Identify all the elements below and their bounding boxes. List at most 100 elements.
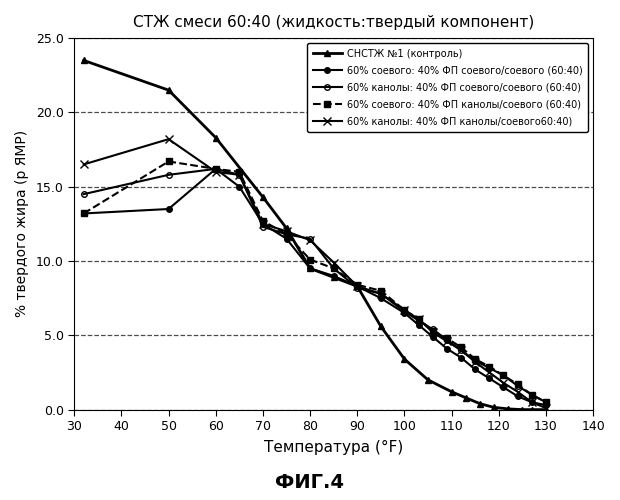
60% соевого: 40% ФП соевого/соевого (60:40): (106, 4.9): 40% ФП соевого/соевого (60:40): (106, 4.… [429,334,436,340]
60% канолы: 40% ФП канолы/соевого60:40): (127, 0.5): 40% ФП канолы/соевого60:40): (127, 0.5) [528,399,536,405]
60% соевого: 40% ФП соевого/соевого (60:40): (75, 11.5): 40% ФП соевого/соевого (60:40): (75, 11.… [283,236,290,242]
60% соевого: 40% ФП канолы/соевого (60:40): (65, 16): 40% ФП канолы/соевого (60:40): (65, 16) [236,169,243,175]
СНСТЖ №1 (контроль) [528,406,536,412]
60% соевого: 40% ФП канолы/соевого (60:40): (50, 16.7): 40% ФП канолы/соевого (60:40): (50, 16.7… [165,158,172,164]
60% соевого: 40% ФП канолы/соевого (60:40): (100, 6.7): 40% ФП канолы/соевого (60:40): (100, 6.7… [401,307,408,313]
Text: ФИГ.4: ФИГ.4 [275,474,345,492]
60% канолы: 40% ФП соевого/соевого (60:40): (127, 1): 40% ФП соевого/соевого (60:40): (127, 1) [528,392,536,398]
Title: СТЖ смеси 60:40 (жидкость:твердый компонент): СТЖ смеси 60:40 (жидкость:твердый компон… [133,15,534,30]
60% соевого: 40% ФП соевого/соевого (60:40): (130, 0.3): 40% ФП соевого/соевого (60:40): (130, 0.… [542,402,550,408]
60% канолы: 40% ФП канолы/соевого60:40): (115, 3.2): 40% ФП канолы/соевого60:40): (115, 3.2) [471,359,479,365]
Y-axis label: % твердого жира (р ЯМР): % твердого жира (р ЯМР) [15,130,29,318]
60% соевого: 40% ФП канолы/соевого (60:40): (103, 6.1): 40% ФП канолы/соевого (60:40): (103, 6.1… [415,316,422,322]
60% соевого: 40% ФП канолы/соевого (60:40): (121, 2.3): 40% ФП канолы/соевого (60:40): (121, 2.3… [500,372,507,378]
60% канолы: 40% ФП соевого/соевого (60:40): (118, 2.8): 40% ФП соевого/соевого (60:40): (118, 2.… [485,365,493,371]
60% канолы: 40% ФП канолы/соевого60:40): (130, 0.1): 40% ФП канолы/соевого60:40): (130, 0.1) [542,405,550,411]
60% канолы: 40% ФП соевого/соевого (60:40): (106, 5.4): 40% ФП соевого/соевого (60:40): (106, 5.… [429,326,436,332]
60% соевого: 40% ФП канолы/соевого (60:40): (109, 4.8): 40% ФП канолы/соевого (60:40): (109, 4.8… [443,336,451,342]
60% соевого: 40% ФП соевого/соевого (60:40): (109, 4.1): 40% ФП соевого/соевого (60:40): (109, 4.… [443,346,451,352]
60% соевого: 40% ФП канолы/соевого (60:40): (70, 12.7): 40% ФП канолы/соевого (60:40): (70, 12.7… [259,218,267,224]
60% соевого: 40% ФП канолы/соевого (60:40): (32, 13.2): 40% ФП канолы/соевого (60:40): (32, 13.2… [80,210,87,216]
60% соевого: 40% ФП соевого/соевого (60:40): (127, 0.5): 40% ФП соевого/соевого (60:40): (127, 0.… [528,399,536,405]
60% соевого: 40% ФП канолы/соевого (60:40): (112, 4.2): 40% ФП канолы/соевого (60:40): (112, 4.2… [458,344,465,350]
60% канолы: 40% ФП соевого/соевого (60:40): (124, 1.6): 40% ФП соевого/соевого (60:40): (124, 1.… [514,383,521,389]
60% соевого: 40% ФП соевого/соевого (60:40): (103, 5.7): 40% ФП соевого/соевого (60:40): (103, 5.… [415,322,422,328]
60% канолы: 40% ФП соевого/соевого (60:40): (50, 15.8): 40% ФП соевого/соевого (60:40): (50, 15.… [165,172,172,178]
СНСТЖ №1 (контроль) [505,406,512,412]
60% канолы: 40% ФП соевого/соевого (60:40): (75, 11.8): 40% ФП соевого/соевого (60:40): (75, 11.… [283,232,290,237]
60% соевого: 40% ФП соевого/соевого (60:40): (118, 2.1): 40% ФП соевого/соевого (60:40): (118, 2.… [485,376,493,382]
60% соевого: 40% ФП соевого/соевого (60:40): (90, 8.3): 40% ФП соевого/соевого (60:40): (90, 8.3… [353,284,361,290]
60% канолы: 40% ФП соевого/соевого (60:40): (85, 9.5): 40% ФП соевого/соевого (60:40): (85, 9.5… [330,266,337,272]
СНСТЖ №1 (контроль) [259,194,267,200]
60% канолы: 40% ФП соевого/соевого (60:40): (115, 3.3): 40% ФП соевого/соевого (60:40): (115, 3.… [471,358,479,364]
60% канолы: 40% ФП канолы/соевого60:40): (95, 7.8): 40% ФП канолы/соевого60:40): (95, 7.8) [377,290,384,296]
60% канолы: 40% ФП соевого/соевого (60:40): (112, 4): 40% ФП соевого/соевого (60:40): (112, 4) [458,347,465,353]
60% канолы: 40% ФП канолы/соевого60:40): (109, 4.6): 40% ФП канолы/соевого60:40): (109, 4.6) [443,338,451,344]
СНСТЖ №1 (контроль) [306,266,314,272]
СНСТЖ №1 (контроль) [401,356,408,362]
60% соевого: 40% ФП канолы/соевого (60:40): (75, 11.8): 40% ФП канолы/соевого (60:40): (75, 11.8… [283,232,290,237]
60% канолы: 40% ФП соевого/соевого (60:40): (80, 11.5): 40% ФП соевого/соевого (60:40): (80, 11.… [306,236,314,242]
СНСТЖ №1 (контроль) [377,324,384,330]
60% соевого: 40% ФП канолы/соевого (60:40): (124, 1.7): 40% ФП канолы/соевого (60:40): (124, 1.7… [514,382,521,388]
60% соевого: 40% ФП канолы/соевого (60:40): (80, 10.1): 40% ФП канолы/соевого (60:40): (80, 10.1… [306,256,314,262]
60% канолы: 40% ФП соевого/соевого (60:40): (65, 15.8): 40% ФП соевого/соевого (60:40): (65, 15.… [236,172,243,178]
Line: 60% канолы: 40% ФП соевого/соевого (60:40): 60% канолы: 40% ФП соевого/соевого (60:4… [81,166,549,405]
60% соевого: 40% ФП канолы/соевого (60:40): (90, 8.4): 40% ФП канолы/соевого (60:40): (90, 8.4) [353,282,361,288]
60% соевого: 40% ФП соевого/соевого (60:40): (121, 1.5): 40% ФП соевого/соевого (60:40): (121, 1.… [500,384,507,390]
Legend: СНСТЖ №1 (контроль), 60% соевого: 40% ФП соевого/соевого (60:40), 60% канолы: 40: СНСТЖ №1 (контроль), 60% соевого: 40% ФП… [307,43,588,132]
60% соевого: 40% ФП канолы/соевого (60:40): (85, 9.5): 40% ФП канолы/соевого (60:40): (85, 9.5) [330,266,337,272]
60% канолы: 40% ФП канолы/соевого60:40): (32, 16.5): 40% ФП канолы/соевого60:40): (32, 16.5) [80,162,87,168]
60% соевого: 40% ФП канолы/соевого (60:40): (106, 5.3): 40% ФП канолы/соевого (60:40): (106, 5.3… [429,328,436,334]
60% соевого: 40% ФП соевого/соевого (60:40): (115, 2.7): 40% ФП соевого/соевого (60:40): (115, 2.… [471,366,479,372]
60% канолы: 40% ФП канолы/соевого60:40): (103, 6.1): 40% ФП канолы/соевого60:40): (103, 6.1) [415,316,422,322]
60% соевого: 40% ФП канолы/соевого (60:40): (118, 2.9): 40% ФП канолы/соевого (60:40): (118, 2.9… [485,364,493,370]
СНСТЖ №1 (контроль) [490,404,498,410]
60% канолы: 40% ФП канолы/соевого60:40): (65, 15.8): 40% ФП канолы/соевого60:40): (65, 15.8) [236,172,243,178]
60% соевого: 40% ФП соевого/соевого (60:40): (85, 9): 40% ФП соевого/соевого (60:40): (85, 9) [330,273,337,279]
60% канолы: 40% ФП соевого/соевого (60:40): (103, 6): 40% ФП соевого/соевого (60:40): (103, 6) [415,318,422,324]
СНСТЖ №1 (контроль) [448,389,455,395]
60% канолы: 40% ФП канолы/соевого60:40): (124, 1.2): 40% ФП канолы/соевого60:40): (124, 1.2) [514,389,521,395]
Line: СНСТЖ №1 (контроль): СНСТЖ №1 (контроль) [80,57,549,413]
Line: 60% соевого: 40% ФП соевого/соевого (60:40): 60% соевого: 40% ФП соевого/соевого (60:… [81,166,549,408]
X-axis label: Температура (°F): Температура (°F) [264,440,403,455]
60% канолы: 40% ФП соевого/соевого (60:40): (109, 4.7): 40% ФП соевого/соевого (60:40): (109, 4.… [443,337,451,343]
60% соевого: 40% ФП соевого/соевого (60:40): (50, 13.5): 40% ФП соевого/соевого (60:40): (50, 13.… [165,206,172,212]
60% канолы: 40% ФП канолы/соевого60:40): (70, 12.5): 40% ФП канолы/соевого60:40): (70, 12.5) [259,221,267,227]
СНСТЖ №1 (контроль) [165,87,172,93]
60% соевого: 40% ФП канолы/соевого (60:40): (130, 0.5): 40% ФП канолы/соевого (60:40): (130, 0.5… [542,399,550,405]
60% соевого: 40% ФП соевого/соевого (60:40): (70, 12.5): 40% ФП соевого/соевого (60:40): (70, 12.… [259,221,267,227]
60% соевого: 40% ФП соевого/соевого (60:40): (112, 3.5): 40% ФП соевого/соевого (60:40): (112, 3.… [458,354,465,360]
60% канолы: 40% ФП соевого/соевого (60:40): (100, 6.6): 40% ФП соевого/соевого (60:40): (100, 6.… [401,308,408,314]
60% канолы: 40% ФП соевого/соевого (60:40): (121, 2.3): 40% ФП соевого/соевого (60:40): (121, 2.… [500,372,507,378]
60% соевого: 40% ФП канолы/соевого (60:40): (115, 3.4): 40% ФП канолы/соевого (60:40): (115, 3.4… [471,356,479,362]
СНСТЖ №1 (контроль) [424,377,432,383]
60% канолы: 40% ФП соевого/соевого (60:40): (95, 7.8): 40% ФП соевого/соевого (60:40): (95, 7.8… [377,290,384,296]
60% соевого: 40% ФП канолы/соевого (60:40): (95, 8): 40% ФП канолы/соевого (60:40): (95, 8) [377,288,384,294]
60% канолы: 40% ФП соевого/соевого (60:40): (70, 12.3): 40% ФП соевого/соевого (60:40): (70, 12.… [259,224,267,230]
60% канолы: 40% ФП соевого/соевого (60:40): (90, 8.2): 40% ФП соевого/соевого (60:40): (90, 8.2… [353,285,361,291]
60% канолы: 40% ФП канолы/соевого60:40): (90, 8.3): 40% ФП канолы/соевого60:40): (90, 8.3) [353,284,361,290]
СНСТЖ №1 (контроль) [212,134,219,140]
60% канолы: 40% ФП соевого/соевого (60:40): (130, 0.5): 40% ФП соевого/соевого (60:40): (130, 0.… [542,399,550,405]
СНСТЖ №1 (контроль) [519,406,526,412]
60% соевого: 40% ФП соевого/соевого (60:40): (100, 6.5): 40% ФП соевого/соевого (60:40): (100, 6.… [401,310,408,316]
Line: 60% соевого: 40% ФП канолы/соевого (60:40): 60% соевого: 40% ФП канолы/соевого (60:4… [81,158,549,405]
60% канолы: 40% ФП канолы/соевого60:40): (85, 9.9): 40% ФП канолы/соевого60:40): (85, 9.9) [330,260,337,266]
60% канолы: 40% ФП канолы/соевого60:40): (121, 1.8): 40% ФП канолы/соевого60:40): (121, 1.8) [500,380,507,386]
60% канолы: 40% ФП канолы/соевого60:40): (106, 5.2): 40% ФП канолы/соевого60:40): (106, 5.2) [429,330,436,336]
СНСТЖ №1 (контроль) [542,406,550,412]
СНСТЖ №1 (контроль) [462,394,469,400]
60% канолы: 40% ФП канолы/соевого60:40): (80, 11.4): 40% ФП канолы/соевого60:40): (80, 11.4) [306,237,314,243]
СНСТЖ №1 (контроль) [283,226,290,232]
60% соевого: 40% ФП канолы/соевого (60:40): (60, 16.2): 40% ФП канолы/соевого (60:40): (60, 16.2… [212,166,219,172]
60% соевого: 40% ФП соевого/соевого (60:40): (65, 15): 40% ФП соевого/соевого (60:40): (65, 15) [236,184,243,190]
СНСТЖ №1 (контроль) [80,58,87,64]
60% соевого: 40% ФП канолы/соевого (60:40): (127, 1): 40% ФП канолы/соевого (60:40): (127, 1) [528,392,536,398]
60% канолы: 40% ФП канолы/соевого60:40): (60, 16): 40% ФП канолы/соевого60:40): (60, 16) [212,169,219,175]
60% соевого: 40% ФП соевого/соевого (60:40): (80, 9.5): 40% ФП соевого/соевого (60:40): (80, 9.5… [306,266,314,272]
60% канолы: 40% ФП соевого/соевого (60:40): (32, 14.5): 40% ФП соевого/соевого (60:40): (32, 14.… [80,191,87,197]
60% канолы: 40% ФП канолы/соевого60:40): (112, 4): 40% ФП канолы/соевого60:40): (112, 4) [458,347,465,353]
